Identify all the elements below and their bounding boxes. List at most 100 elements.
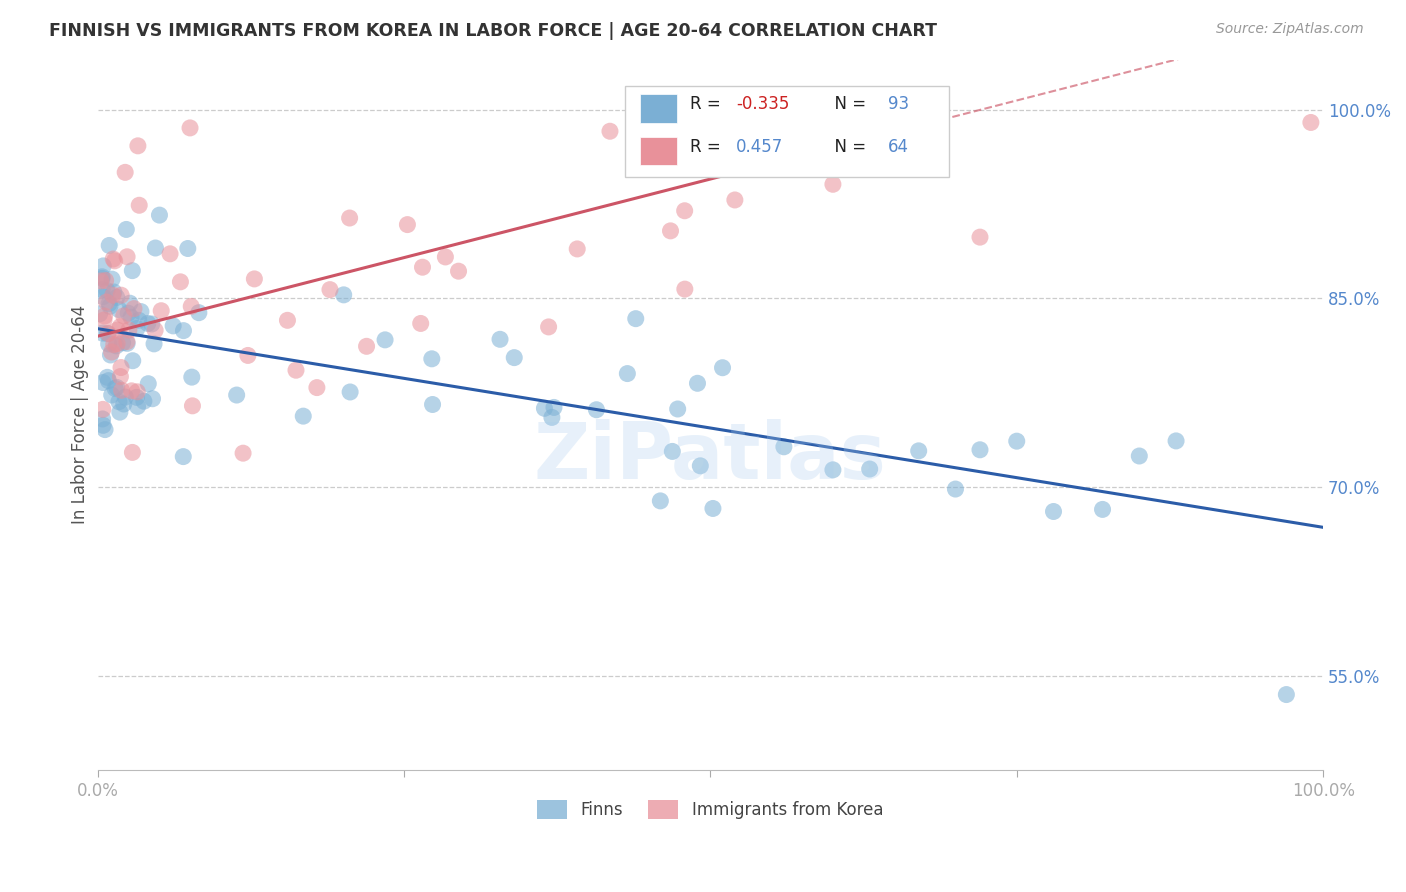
Point (396, 218, 419, 232)
Point (1299, 115, 1322, 129)
Text: 64: 64 (889, 138, 910, 156)
Point (143, 336, 166, 351)
Point (104, 381, 127, 395)
Point (118, 296, 141, 310)
Point (120, 310, 142, 325)
Point (661, 444, 683, 458)
Point (599, 124, 621, 138)
Point (447, 264, 470, 278)
Point (332, 288, 354, 302)
Text: -0.335: -0.335 (737, 95, 789, 113)
Point (969, 230, 991, 244)
Point (98, 296, 121, 310)
Point (567, 242, 589, 256)
Point (319, 283, 342, 297)
Point (143, 323, 166, 337)
Point (187, 306, 209, 320)
Point (97, 326, 120, 341)
Point (141, 317, 163, 331)
Point (110, 369, 132, 384)
Point (118, 323, 141, 337)
Point (180, 299, 202, 313)
Text: Source: ZipAtlas.com: Source: ZipAtlas.com (1216, 22, 1364, 37)
Point (132, 394, 155, 409)
Point (1005, 434, 1028, 449)
Point (285, 363, 308, 377)
Point (115, 336, 138, 351)
Point (785, 126, 807, 140)
Point (236, 348, 259, 362)
Point (110, 384, 132, 398)
Point (232, 446, 254, 460)
Point (115, 250, 138, 264)
Point (115, 334, 138, 349)
Point (1164, 434, 1187, 448)
Point (422, 397, 444, 411)
Point (673, 282, 696, 296)
Point (105, 336, 128, 351)
Point (169, 275, 191, 289)
Point (105, 290, 128, 304)
Point (907, 443, 929, 458)
Point (821, 178, 844, 192)
Point (148, 208, 170, 222)
Point (103, 252, 125, 266)
Point (105, 380, 128, 394)
Point (97, 374, 120, 388)
Point (96, 284, 118, 298)
Point (112, 309, 135, 323)
Point (420, 351, 443, 366)
Legend: Finns, Immigrants from Korea: Finns, Immigrants from Korea (531, 793, 890, 826)
Text: R =: R = (689, 138, 725, 156)
FancyBboxPatch shape (624, 86, 949, 177)
Text: ZiPatlas: ZiPatlas (534, 419, 887, 495)
Point (122, 301, 145, 316)
Point (91, 283, 114, 297)
Point (91, 259, 114, 273)
Point (108, 394, 131, 409)
Point (773, 440, 796, 454)
Point (111, 335, 134, 350)
Point (121, 353, 143, 368)
Text: 93: 93 (889, 95, 910, 113)
Point (105, 323, 128, 337)
Point (859, 462, 882, 476)
Point (180, 370, 202, 384)
Point (489, 332, 512, 346)
Point (585, 402, 607, 417)
Point (114, 390, 136, 404)
Point (89, 307, 111, 321)
Point (356, 339, 378, 353)
Point (125, 390, 148, 404)
Point (616, 367, 638, 381)
Point (162, 318, 184, 333)
Point (91, 376, 114, 390)
Point (108, 302, 131, 317)
Point (225, 388, 247, 402)
Point (97, 337, 120, 351)
Point (537, 319, 560, 334)
Point (339, 211, 361, 225)
Point (711, 360, 734, 375)
Text: FINNISH VS IMMIGRANTS FROM KOREA IN LABOR FORCE | AGE 20-64 CORRELATION CHART: FINNISH VS IMMIGRANTS FROM KOREA IN LABO… (49, 22, 938, 40)
Point (127, 384, 149, 399)
Point (121, 445, 143, 459)
Point (659, 224, 682, 238)
Point (96, 370, 118, 384)
FancyBboxPatch shape (641, 137, 678, 165)
Point (112, 397, 135, 411)
Point (127, 400, 149, 414)
Point (292, 409, 315, 424)
Point (104, 253, 127, 268)
Point (100, 388, 122, 402)
Point (114, 165, 136, 179)
Point (91, 402, 114, 417)
Point (181, 399, 204, 413)
Point (339, 384, 361, 399)
Point (503, 351, 526, 365)
Point (136, 317, 159, 331)
Point (100, 348, 122, 362)
Point (243, 272, 266, 286)
Point (91, 269, 114, 284)
Point (98, 238, 121, 252)
